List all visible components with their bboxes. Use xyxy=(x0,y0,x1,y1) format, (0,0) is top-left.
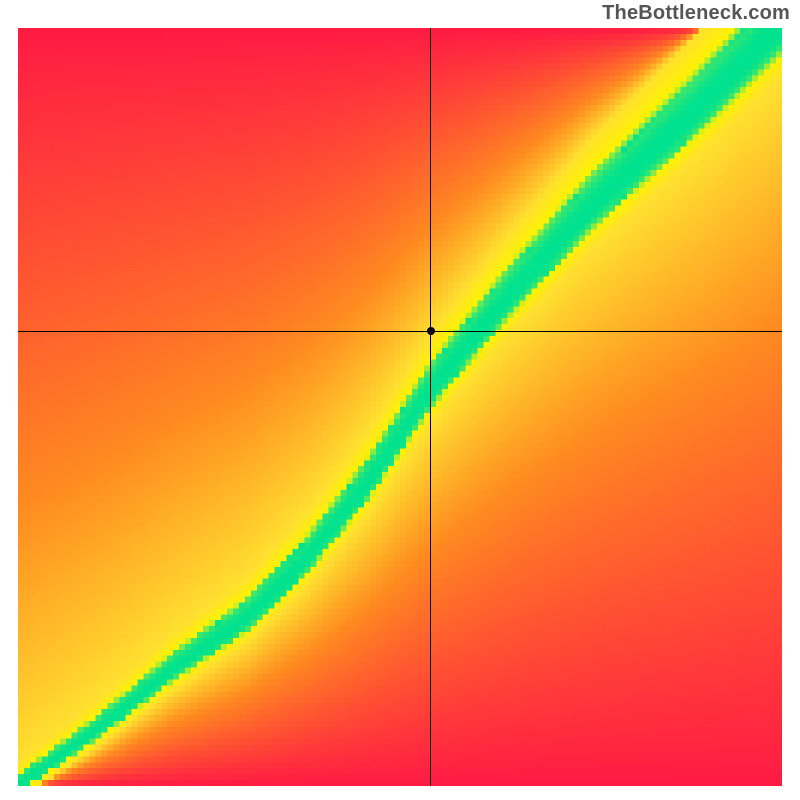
chart-container: { "watermark": { "text": "TheBottleneck.… xyxy=(0,0,800,800)
heatmap-canvas xyxy=(18,28,782,786)
crosshair-horizontal xyxy=(18,331,782,332)
crosshair-vertical xyxy=(430,28,431,786)
crosshair-dot xyxy=(427,327,435,335)
watermark-text: TheBottleneck.com xyxy=(602,2,790,25)
